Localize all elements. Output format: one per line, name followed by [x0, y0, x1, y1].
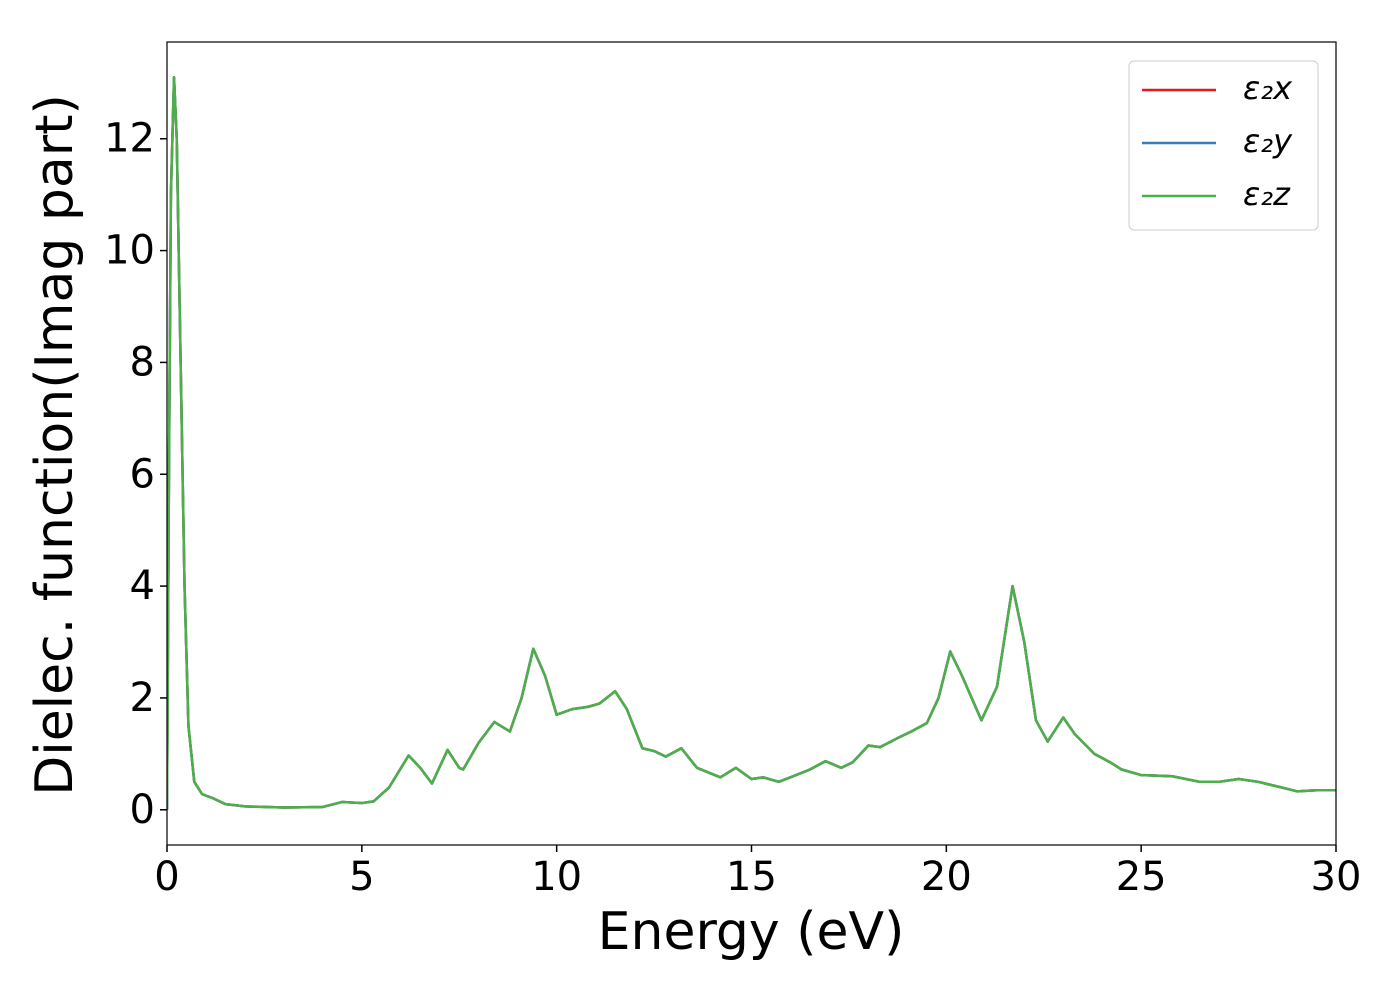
plot-frame: [166, 41, 1337, 846]
y-axis-label: Dielec. function(Imag part): [25, 94, 85, 796]
x-tick-label: 15: [726, 854, 777, 900]
legend-box: [1128, 60, 1319, 231]
legend-label: ε₂z: [1243, 175, 1291, 213]
y-tick-label: 0: [130, 787, 155, 833]
x-tick-label: 25: [1116, 854, 1167, 900]
y-tick-label: 10: [104, 228, 155, 274]
y-tick-label: 2: [130, 675, 155, 721]
legend-label: ε₂x: [1243, 69, 1293, 107]
x-tick-label: 10: [531, 854, 582, 900]
x-tick-label: 30: [1311, 854, 1362, 900]
y-tick-label: 4: [130, 563, 155, 609]
x-axis-label: Energy (eV): [598, 902, 905, 962]
legend-label: ε₂y: [1243, 122, 1293, 160]
y-tick-label: 12: [104, 116, 155, 162]
x-tick-label: 5: [349, 854, 374, 900]
x-tick-label: 0: [154, 854, 179, 900]
y-tick-label: 8: [130, 339, 155, 385]
y-tick-label: 6: [130, 451, 155, 497]
series-line: [167, 75, 1336, 810]
x-tick-label: 20: [921, 854, 972, 900]
